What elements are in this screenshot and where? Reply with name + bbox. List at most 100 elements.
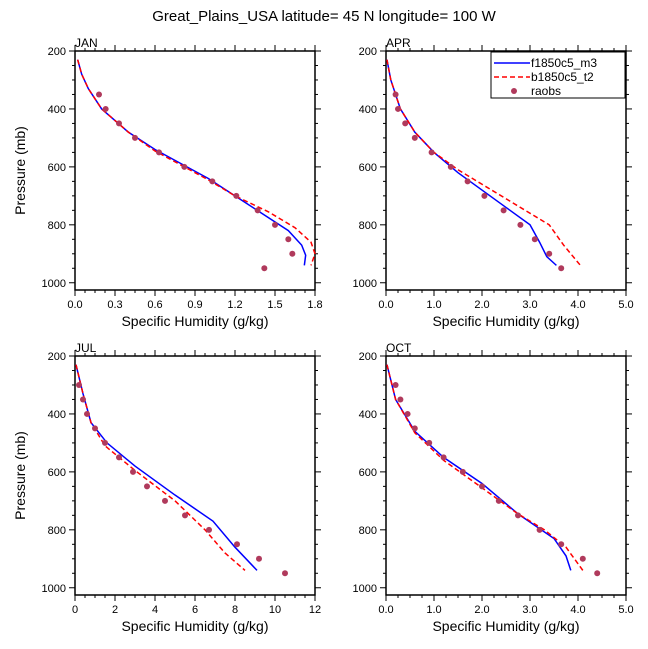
x-tick-label: 2.0 <box>474 299 489 311</box>
raobs-point <box>536 526 543 533</box>
raobs-point <box>92 425 98 432</box>
raobs-point <box>84 410 90 417</box>
raobs-point <box>80 396 86 403</box>
x-axis-label: Specific Humidity (g/kg) <box>121 313 268 329</box>
x-tick-label: 3.0 <box>522 604 537 616</box>
x-tick-label: 5.0 <box>618 299 633 311</box>
legend-marker <box>511 88 517 94</box>
raobs-point <box>404 410 411 417</box>
raobs-point <box>426 439 433 446</box>
raobs-point <box>96 91 102 98</box>
panel-title: JUL <box>75 341 97 355</box>
x-tick-label: 0 <box>72 604 78 616</box>
x-tick-label: 0.3 <box>107 299 122 311</box>
raobs-point <box>481 192 488 199</box>
raobs-point <box>261 265 268 272</box>
raobs-point <box>272 221 278 228</box>
raobs-point <box>395 105 401 112</box>
raobs-point <box>116 120 122 127</box>
panel-jul: JUL 200 400 600 800 1000 0 2 4 6 8 10 12 Specific Hum… <box>12 341 321 634</box>
plot-frame <box>74 355 316 596</box>
x-tick-label: 0.9 <box>187 299 202 311</box>
raobs-point <box>397 396 404 403</box>
raobs-point <box>392 381 399 388</box>
y-axis-label: Pressure (mb) <box>12 431 28 520</box>
panel-title: APR <box>386 36 411 50</box>
raobs-point <box>285 236 292 243</box>
raobs-point <box>411 425 418 432</box>
raobs-point <box>102 105 109 112</box>
raobs-point <box>411 134 418 141</box>
y-tick-label: 1000 <box>42 583 66 595</box>
raobs-point <box>479 483 485 490</box>
x-tick-label: 4.0 <box>570 299 585 311</box>
raobs-point <box>130 468 136 475</box>
raobs-point <box>594 570 601 577</box>
raobs-point <box>209 178 216 185</box>
x-tick-label: 2.0 <box>474 604 489 616</box>
x-tick-label: 5.0 <box>618 604 633 616</box>
x-tick-label: 1.5 <box>267 299 282 311</box>
y-tick-label: 400 <box>359 409 377 421</box>
legend-label: raobs <box>531 84 561 98</box>
series-f1850c5_m3 <box>386 364 572 571</box>
raobs-point <box>254 207 261 214</box>
raobs-point <box>102 439 108 446</box>
series-f1850c5_m3 <box>75 364 258 571</box>
x-tick-label: 1.8 <box>307 299 322 311</box>
raobs-point <box>132 134 138 141</box>
raobs-point <box>182 512 188 519</box>
y-tick-label: 600 <box>48 162 66 174</box>
legend-label: b1850c5_t2 <box>531 70 594 84</box>
x-tick-label: 0.0 <box>67 299 82 311</box>
x-tick-label: 1.0 <box>426 604 441 616</box>
y-tick-label: 800 <box>359 525 377 537</box>
raobs-point <box>517 221 524 228</box>
raobs-point <box>495 497 502 504</box>
raobs-point <box>558 265 565 272</box>
raobs-point <box>447 163 454 170</box>
x-tick-label: 3.0 <box>522 299 537 311</box>
raobs-point <box>234 541 240 548</box>
raobs-point <box>181 163 188 170</box>
raobs-point <box>558 541 565 548</box>
x-tick-label: 0.6 <box>147 299 162 311</box>
raobs-point <box>76 381 82 388</box>
y-tick-label: 200 <box>48 46 66 58</box>
raobs-point <box>282 570 288 577</box>
raobs-point <box>464 178 471 185</box>
raobs-point <box>256 555 262 562</box>
panel-title: OCT <box>386 341 412 355</box>
raobs-point <box>428 149 435 156</box>
y-tick-label: 800 <box>48 220 66 232</box>
raobs-point <box>392 91 399 98</box>
raobs-point <box>233 192 240 199</box>
x-tick-label: 4.0 <box>570 604 585 616</box>
raobs-point <box>156 149 162 156</box>
raobs-point <box>500 207 507 214</box>
raobs-point <box>440 454 447 461</box>
x-tick-label: 2 <box>112 604 118 616</box>
x-tick-label: 12 <box>309 604 321 616</box>
y-tick-label: 200 <box>48 351 66 363</box>
y-tick-label: 600 <box>359 467 377 479</box>
y-tick-label: 800 <box>48 525 66 537</box>
raobs-point <box>546 250 553 257</box>
legend-label: f1850c5_m3 <box>531 56 597 70</box>
raobs-point <box>531 236 538 243</box>
panel-title: JAN <box>75 36 98 50</box>
figure-title: Great_Plains_USA latitude= 45 N longitud… <box>152 8 496 25</box>
x-tick-label: 1.0 <box>426 299 441 311</box>
x-axis-label: Specific Humidity (g/kg) <box>432 618 579 634</box>
x-tick-label: 6 <box>192 604 198 616</box>
raobs-point <box>116 454 122 461</box>
x-tick-label: 0.0 <box>378 299 393 311</box>
y-axis-label: Pressure (mb) <box>12 126 28 215</box>
raobs-point <box>579 555 586 562</box>
y-tick-label: 800 <box>359 220 377 232</box>
